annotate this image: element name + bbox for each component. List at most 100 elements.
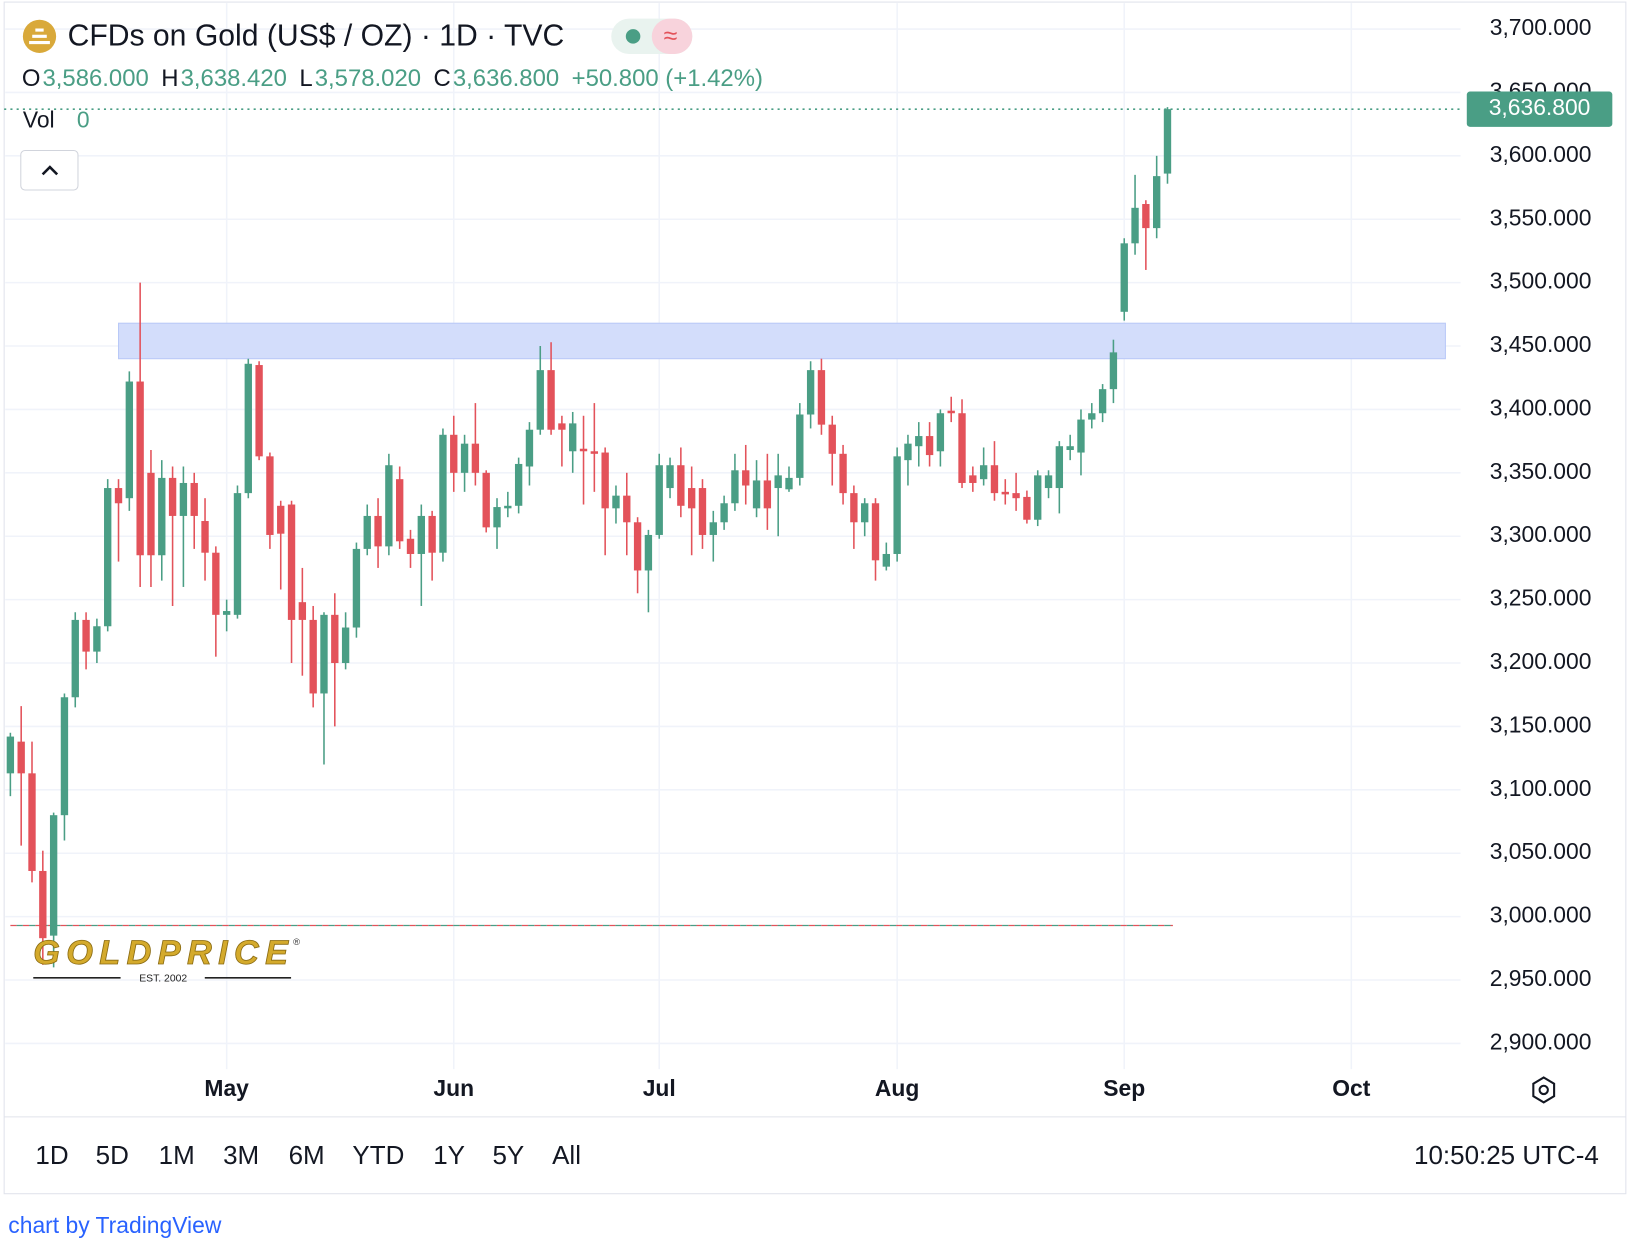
timeframe-button[interactable]: 5Y: [492, 1140, 524, 1170]
candle-body: [806, 370, 815, 415]
candle-body: [666, 465, 674, 489]
resistance-zone: [117, 322, 1446, 360]
candle-body: [341, 627, 350, 664]
y-tick-label: 3,300.000: [1490, 521, 1592, 547]
ohlc-key: H: [161, 65, 178, 92]
candle-body: [82, 619, 90, 652]
candle-body: [871, 503, 880, 561]
candle-body: [125, 381, 134, 499]
candle-body: [147, 472, 155, 556]
timeframe-button[interactable]: 5D: [96, 1140, 129, 1170]
timeframe-button[interactable]: 1M: [159, 1140, 195, 1170]
candle-body: [320, 614, 328, 694]
candle-body: [1120, 243, 1128, 312]
candle-body: [1023, 496, 1031, 520]
candle-body: [742, 470, 750, 486]
y-tick-label: 3,350.000: [1490, 458, 1592, 484]
candle-body: [936, 413, 945, 452]
settings-icon[interactable]: [1532, 1076, 1556, 1104]
candle-body: [774, 475, 782, 489]
y-tick-label: 3,150.000: [1490, 711, 1592, 737]
candle-body: [60, 697, 69, 816]
ohlc-change: +50.800 (+1.42%): [572, 65, 763, 92]
candle-body: [1012, 493, 1020, 499]
candle-body: [385, 465, 393, 547]
candle-body: [504, 505, 512, 509]
candle-body: [893, 456, 901, 554]
candle-body: [450, 434, 458, 473]
y-tick-label: 3,500.000: [1490, 268, 1592, 294]
candle-body: [817, 370, 826, 425]
candle-body: [623, 495, 631, 523]
candle-body: [1055, 446, 1064, 489]
collapse-icon: [41, 165, 59, 176]
timeframe-button[interactable]: All: [552, 1140, 581, 1170]
timeframe-button[interactable]: 1D: [35, 1140, 68, 1170]
candle-body: [201, 521, 209, 553]
x-tick-label: Sep: [1103, 1075, 1145, 1101]
candle-body: [785, 477, 793, 490]
candle-body: [752, 480, 761, 509]
candle-body: [709, 522, 717, 535]
overlay: CFDs on Gold (US$ / OZ) · 1D · TVC ≈ O3,…: [4, 18, 1626, 1238]
timeframe-button[interactable]: 3M: [223, 1140, 259, 1170]
timeframe-button[interactable]: 6M: [289, 1140, 325, 1170]
y-tick-label: 3,000.000: [1490, 902, 1592, 928]
ohlc-value: 3,636.800: [453, 65, 559, 92]
ohlc-key: L: [299, 65, 312, 92]
delay-icon: ≈: [664, 22, 678, 50]
ohlc-key: O: [22, 65, 41, 92]
candle-body: [687, 488, 696, 509]
candle-body: [947, 410, 955, 414]
candle-body: [839, 453, 847, 494]
candle-body: [882, 553, 890, 567]
candle-body: [49, 815, 58, 936]
y-tick-label: 3,200.000: [1490, 648, 1592, 674]
ohlc-value: 3,586.000: [43, 65, 149, 92]
symbol-title: CFDs on Gold (US$ / OZ) · 1D · TVC: [68, 19, 565, 52]
attribution-link[interactable]: chart by TradingView: [8, 1212, 222, 1238]
y-tick-label: 3,250.000: [1490, 585, 1592, 611]
candle-body: [460, 443, 469, 473]
watermark-est: EST. 2002: [139, 974, 187, 985]
candle-body: [558, 423, 566, 430]
candle-body: [255, 365, 263, 457]
candle-body: [1142, 204, 1150, 229]
candle-body: [39, 870, 47, 939]
candle-body: [1034, 475, 1042, 520]
collapse-button[interactable]: [20, 149, 79, 191]
candle-body: [244, 363, 252, 494]
candle-body: [969, 475, 977, 483]
x-tick-label: May: [204, 1075, 249, 1101]
y-tick-label: 3,700.000: [1490, 14, 1592, 40]
candle-body: [644, 534, 653, 571]
candle-body: [904, 443, 912, 461]
candle-body: [493, 507, 501, 528]
watermark-registered: ®: [293, 937, 300, 947]
y-tick-label: 3,400.000: [1490, 394, 1592, 420]
candle-body: [579, 448, 588, 452]
x-tick-label: Aug: [875, 1075, 919, 1101]
ohlc-value: 3,638.420: [181, 65, 287, 92]
candle-body: [1066, 446, 1074, 451]
candle-body: [1077, 419, 1085, 453]
timeframe-button[interactable]: 1Y: [433, 1140, 465, 1170]
candle-body: [428, 515, 436, 553]
candle-body: [861, 503, 869, 523]
candle-body: [720, 503, 728, 523]
candle-body: [114, 488, 123, 504]
candle-body: [396, 479, 404, 542]
candle-body: [514, 463, 523, 506]
candle-body: [1098, 389, 1107, 414]
timeframe-button[interactable]: YTD: [352, 1140, 404, 1170]
candle-body: [925, 436, 934, 456]
candle-body: [417, 515, 425, 554]
y-tick-label: 3,100.000: [1490, 775, 1592, 801]
candle-body: [1131, 207, 1139, 244]
candle-body: [731, 470, 739, 504]
status-pill-alt[interactable]: [651, 18, 693, 54]
candle-body: [958, 413, 966, 483]
last-price-tag: [1466, 91, 1613, 127]
candle-body: [179, 482, 188, 516]
